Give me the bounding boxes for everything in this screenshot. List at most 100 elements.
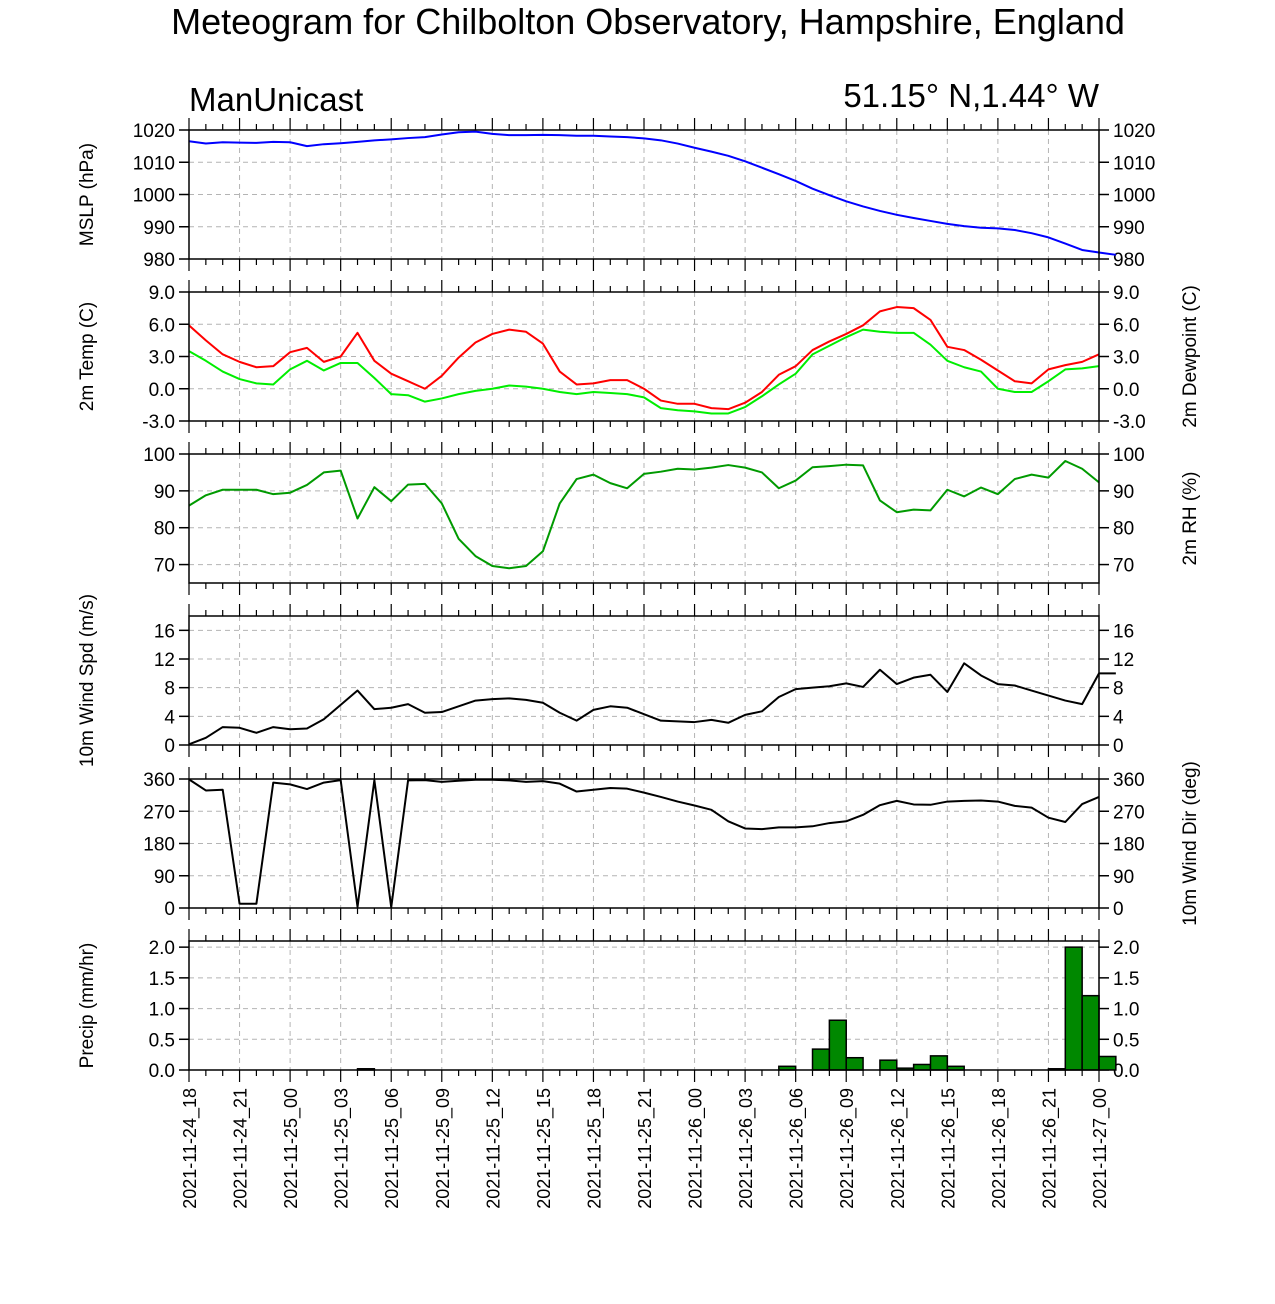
ytick-label-left: 90: [154, 482, 175, 503]
ytick-label-left: 12: [154, 650, 175, 671]
ytick-label-left: 0.5: [149, 1030, 175, 1051]
series-line-mslp: [188, 130, 1116, 256]
ytick-label-left: 80: [154, 519, 175, 540]
ytick-label-left: 180: [143, 835, 175, 856]
ytick-label-right: 4: [1113, 707, 1124, 728]
precip-bar: [879, 1059, 898, 1071]
panel-precip: 0.0 0.0 0.5 0.5 1.0 1.0 1.5 1.5 2.0 2.0 Precip (mm…: [77, 929, 1139, 1082]
xtick-label: 2021-11-25_15: [534, 1088, 555, 1209]
precip-bar: [912, 1063, 932, 1071]
xtick-label: 2021-11-25_03: [332, 1088, 353, 1209]
panel-frame: [188, 453, 1100, 584]
ytick-label-right: 12: [1113, 650, 1134, 671]
series-line-temp: [188, 328, 1100, 415]
ytick-label-left: 0: [164, 736, 175, 757]
ytick-label-right: 0: [1113, 899, 1124, 920]
ylabel-right: 2m Dewpoint (C): [1180, 285, 1201, 428]
ytick-label-right: 2.0: [1113, 938, 1139, 959]
ytick-label-left: 3.0: [149, 348, 175, 369]
ytick-label-left: 6.0: [149, 315, 175, 336]
xtick-label: 2021-11-25_09: [433, 1088, 454, 1209]
xtick-label: 2021-11-26_15: [938, 1088, 959, 1209]
ytick-label-left: 0.0: [149, 380, 175, 401]
ytick-label-left: 1020: [133, 121, 175, 142]
ytick-label-left: 16: [154, 621, 175, 642]
ytick-label-left: 1.0: [149, 1000, 175, 1021]
xtick-label: 2021-11-26_06: [787, 1088, 808, 1209]
ylabel-left: Precip (mm/hr): [77, 943, 98, 1069]
ytick-label-left: -3.0: [142, 412, 175, 433]
ytick-label-right: 990: [1113, 218, 1145, 239]
ytick-label-right: 0.5: [1113, 1030, 1139, 1051]
ytick-label-right: 90: [1113, 867, 1134, 888]
precip-bar: [811, 1048, 831, 1071]
precip-bar: [1081, 994, 1100, 1071]
ytick-label-right: 1010: [1113, 153, 1155, 174]
ytick-label-left: 980: [143, 250, 175, 271]
ytick-label-left: 1010: [133, 153, 175, 174]
xtick-label: 2021-11-26_03: [736, 1088, 757, 1209]
panel-frame: [188, 129, 1100, 260]
ylabel-right: 2m RH (%): [1180, 472, 1201, 566]
ytick-label-left: 4: [164, 707, 175, 728]
panel-wspd: 0 0 4 4 8 8 12 12 16 16 10m Wind Spd (m/s): [77, 594, 1134, 767]
xtick-label: 2021-11-24_21: [231, 1088, 252, 1209]
model-label: ManUnicast: [189, 81, 363, 118]
series-line-wspd: [188, 662, 1116, 746]
ytick-label-right: 360: [1113, 770, 1145, 791]
ytick-label-right: 270: [1113, 802, 1145, 823]
xtick-label: 2021-11-26_21: [1039, 1088, 1060, 1209]
ytick-label-right: 980: [1113, 250, 1145, 271]
chart-title: Meteogram for Chilbolton Observatory, Ha…: [171, 1, 1125, 42]
ytick-label-right: 80: [1113, 519, 1134, 540]
ytick-label-right: 6.0: [1113, 315, 1139, 336]
ytick-label-right: 1.5: [1113, 969, 1139, 990]
precip-bar: [845, 1056, 864, 1071]
x-axis: 2021-11-24_18 2021-11-24_21 2021-11-25_00 2…: [180, 1088, 1111, 1209]
xtick-label: 2021-11-25_12: [483, 1088, 504, 1209]
ytick-label-left: 0: [164, 899, 175, 920]
xtick-label: 2021-11-26_12: [888, 1088, 909, 1209]
ytick-label-right: 100: [1113, 445, 1145, 466]
xtick-label: 2021-11-26_09: [837, 1088, 858, 1209]
series-line-wdir: [188, 778, 1100, 909]
ytick-label-right: -3.0: [1113, 412, 1146, 433]
ytick-label-left: 1000: [133, 186, 175, 207]
ytick-label-right: 70: [1113, 556, 1134, 577]
series-line-rh: [188, 460, 1100, 570]
ytick-label-right: 1000: [1113, 186, 1155, 207]
ylabel-left: 10m Wind Spd (m/s): [77, 594, 98, 767]
ytick-label-right: 16: [1113, 621, 1134, 642]
xtick-label: 2021-11-24_18: [180, 1088, 201, 1209]
ytick-label-right: 90: [1113, 482, 1134, 503]
series-line-temp: [188, 306, 1100, 411]
ytick-label-left: 270: [143, 802, 175, 823]
panel-wdir: 0 0 90 90 180 180 270 270 360 360 10m Wind Dir (de…: [143, 761, 1201, 926]
ytick-label-left: 9.0: [149, 283, 175, 304]
ytick-label-right: 0.0: [1113, 1061, 1139, 1082]
ylabel-right: 10m Wind Dir (deg): [1180, 761, 1201, 926]
precip-bar: [1098, 1055, 1117, 1071]
ytick-label-left: 2.0: [149, 938, 175, 959]
ylabel-left: 2m Temp (C): [77, 302, 98, 411]
ytick-label-right: 3.0: [1113, 348, 1139, 369]
ytick-label-right: 180: [1113, 835, 1145, 856]
xtick-label: 2021-11-25_06: [382, 1088, 403, 1209]
panel-mslp: 980 980 990 990 1000 1000 1010 1010 1020 1020 MSLP…: [77, 118, 1155, 271]
ytick-label-left: 1.5: [149, 969, 175, 990]
xtick-label: 2021-11-25_18: [584, 1088, 605, 1209]
ytick-label-left: 70: [154, 556, 175, 577]
ytick-label-left: 0.0: [149, 1061, 175, 1082]
panel-frame: [188, 778, 1100, 909]
ytick-label-right: 9.0: [1113, 283, 1139, 304]
ylabel-left: MSLP (hPa): [77, 143, 98, 246]
ytick-label-right: 0: [1113, 736, 1124, 757]
ytick-label-right: 1020: [1113, 121, 1155, 142]
xtick-label: 2021-11-27_00: [1090, 1088, 1111, 1209]
location-label: 51.15° N,1.44° W: [843, 77, 1100, 114]
ytick-label-right: 1.0: [1113, 1000, 1139, 1021]
precip-bar: [1064, 946, 1083, 1071]
ytick-label-left: 90: [154, 867, 175, 888]
ytick-label-left: 8: [164, 679, 175, 700]
